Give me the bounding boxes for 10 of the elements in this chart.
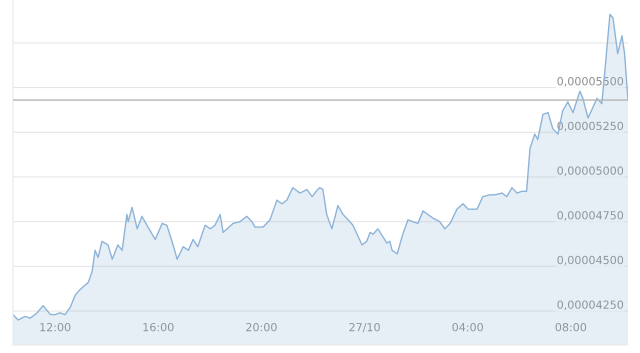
y-tick-label: 0,00005000: [557, 166, 624, 176]
x-tick-label: 04:00: [452, 322, 483, 332]
y-tick-label: 0,00004500: [557, 256, 624, 266]
x-tick-label: 16:00: [143, 322, 174, 332]
x-tick-label: 20:00: [246, 322, 277, 332]
y-tick-label: 0,00004250: [557, 300, 624, 310]
x-tick-label: 27/10: [349, 322, 380, 332]
x-tick-label: 08:00: [556, 322, 586, 332]
y-tick-label: 0,00004750: [557, 211, 624, 221]
x-tick-label: 12:00: [40, 322, 70, 332]
